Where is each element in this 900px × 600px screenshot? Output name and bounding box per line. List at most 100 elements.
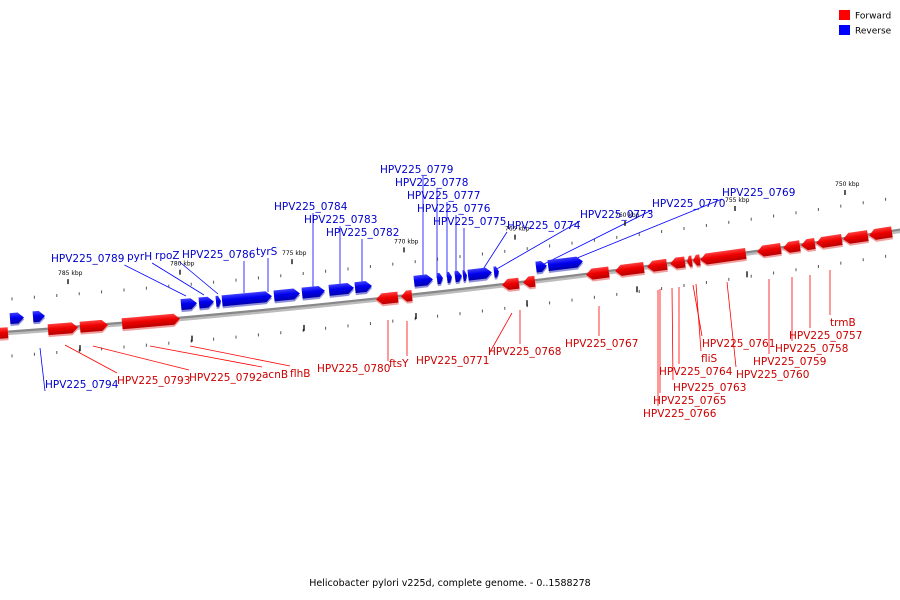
gene-leader-line bbox=[494, 220, 581, 271]
gene-leader-line bbox=[489, 312, 513, 354]
gene-label[interactable]: HPV225_0760 bbox=[736, 369, 809, 381]
forward-gene-glyph[interactable] bbox=[646, 258, 668, 275]
gene-body bbox=[757, 243, 782, 257]
forward-gene-glyph[interactable] bbox=[501, 277, 520, 293]
forward-gene-glyph[interactable] bbox=[782, 240, 801, 255]
gene-label[interactable]: HPV225_0769 bbox=[722, 187, 795, 199]
reverse-gene-glyph[interactable] bbox=[301, 285, 326, 301]
forward-gene-glyph[interactable] bbox=[47, 322, 79, 338]
forward-gene-glyph[interactable] bbox=[400, 290, 413, 304]
gene-label[interactable]: HPV225_0794 bbox=[45, 379, 119, 391]
gene-leader-line bbox=[539, 209, 653, 267]
gene-label[interactable]: HPV225_0792 bbox=[189, 372, 262, 384]
forward-gene-glyph[interactable] bbox=[614, 261, 645, 279]
reverse-gene-glyph[interactable] bbox=[547, 256, 584, 274]
gene-label[interactable]: HPV225_0763 bbox=[673, 382, 746, 394]
gene-label[interactable]: HPV225_0767 bbox=[565, 338, 638, 350]
gene-label[interactable]: HPV225_0761 bbox=[702, 338, 775, 350]
gene-label[interactable]: HPV225_0776 bbox=[417, 203, 491, 215]
reverse-gene-glyph[interactable] bbox=[436, 272, 444, 287]
forward-gene-glyph[interactable] bbox=[756, 243, 782, 259]
gene-label[interactable]: HPV225_0780 bbox=[317, 363, 390, 375]
gene-label[interactable]: HPV225_0789 bbox=[51, 253, 124, 265]
scale-tick-label: 770 kbp bbox=[394, 238, 419, 245]
gene-label[interactable]: HPV225_0782 bbox=[326, 227, 399, 239]
gene-leader-line bbox=[64, 344, 118, 374]
reverse-gene-glyph[interactable] bbox=[493, 266, 500, 280]
forward-gene-glyph[interactable] bbox=[800, 238, 817, 253]
reverse-gene-glyph[interactable] bbox=[413, 274, 434, 289]
gene-body bbox=[436, 272, 443, 285]
gene-body bbox=[121, 313, 180, 330]
reverse-gene-glyph[interactable] bbox=[467, 267, 493, 283]
reverse-gene-glyph[interactable] bbox=[328, 282, 355, 298]
gene-label[interactable]: HPV225_0766 bbox=[643, 408, 717, 420]
forward-gene-glyph[interactable] bbox=[868, 226, 894, 242]
gene-body bbox=[221, 291, 272, 307]
gene-label[interactable]: acnB bbox=[262, 369, 288, 381]
forward-gene-glyph[interactable] bbox=[699, 248, 747, 267]
gene-label[interactable]: tyrS bbox=[256, 246, 278, 258]
gene-label[interactable]: trmB bbox=[830, 317, 856, 329]
reverse-gene-glyph[interactable] bbox=[535, 260, 548, 275]
gene-leader-line bbox=[692, 284, 703, 337]
reverse-gene-glyph[interactable] bbox=[32, 310, 46, 325]
gene-body bbox=[354, 281, 372, 294]
gene-label[interactable]: HPV225_0771 bbox=[416, 355, 489, 367]
gene-label[interactable]: HPV225_0783 bbox=[304, 214, 377, 226]
forward-gene-glyph[interactable] bbox=[522, 275, 536, 290]
gene-label[interactable]: ftsY bbox=[389, 358, 409, 370]
gene-body bbox=[687, 255, 693, 267]
reverse-gene-glyph[interactable] bbox=[221, 291, 273, 309]
gene-label[interactable]: HPV225_0778 bbox=[395, 177, 468, 189]
gene-label[interactable]: HPV225_0768 bbox=[488, 346, 561, 358]
gene-label[interactable]: HPV225_0779 bbox=[380, 164, 453, 176]
gene-label[interactable]: HPV225_0758 bbox=[775, 343, 848, 355]
forward-gene-glyph[interactable] bbox=[0, 327, 9, 341]
gene-label[interactable]: flhB bbox=[290, 368, 310, 380]
gene-label[interactable]: HPV225_0775 bbox=[433, 216, 506, 228]
scale-tick-label: 755 kbp bbox=[725, 197, 750, 204]
reverse-gene-glyph[interactable] bbox=[454, 270, 463, 285]
forward-gene-glyph[interactable] bbox=[815, 234, 843, 251]
reverse-gene-glyph[interactable] bbox=[180, 298, 198, 313]
reverse-gene-glyph[interactable] bbox=[462, 270, 468, 284]
gene-label[interactable]: HPV225_0777 bbox=[407, 190, 480, 202]
reverse-gene-glyph[interactable] bbox=[215, 295, 222, 309]
gene-label[interactable]: HPV225_0764 bbox=[659, 366, 733, 378]
gene-label[interactable]: HPV225_0759 bbox=[753, 356, 826, 368]
gene-label[interactable]: HPV225_0757 bbox=[789, 330, 862, 342]
reverse-gene-glyph[interactable] bbox=[9, 312, 25, 327]
reverse-gene-glyph[interactable] bbox=[354, 280, 373, 296]
gene-body bbox=[502, 277, 520, 290]
gene-body bbox=[783, 240, 801, 253]
gene-label[interactable]: HPV225_0784 bbox=[274, 201, 348, 213]
gene-label[interactable]: HPV225_0770 bbox=[652, 198, 725, 210]
gene-label[interactable]: HPV225_0765 bbox=[653, 395, 726, 407]
gene-body bbox=[523, 275, 536, 288]
gene-label[interactable]: HPV225_0774 bbox=[507, 220, 581, 232]
gene-label[interactable]: HPV225_0793 bbox=[117, 375, 190, 387]
gene-label[interactable]: fliS bbox=[701, 353, 718, 365]
forward-gene-glyph[interactable] bbox=[686, 255, 693, 269]
gene-body bbox=[535, 260, 547, 273]
reverse-legend-swatch bbox=[839, 25, 850, 35]
gene-label[interactable]: HPV225_0786 bbox=[182, 249, 256, 261]
forward-gene-glyph[interactable] bbox=[375, 291, 399, 307]
reverse-gene-glyph[interactable] bbox=[273, 288, 301, 304]
gene-label[interactable]: rpoZ bbox=[155, 250, 180, 262]
forward-gene-glyph[interactable] bbox=[585, 266, 610, 283]
gene-body bbox=[586, 266, 610, 280]
forward-gene-glyph[interactable] bbox=[79, 319, 109, 335]
forward-gene-glyph[interactable] bbox=[842, 230, 869, 247]
gene-label[interactable]: HPV225_0773 bbox=[580, 209, 653, 221]
reverse-gene-glyph[interactable] bbox=[198, 296, 215, 311]
forward-gene-glyph[interactable] bbox=[669, 256, 686, 271]
reverse-gene-glyph[interactable] bbox=[446, 271, 453, 286]
gene-leader-line bbox=[92, 345, 190, 371]
forward-gene-glyph[interactable] bbox=[121, 313, 181, 332]
gene-label[interactable]: pyrH bbox=[127, 251, 152, 263]
forward-gene-glyph[interactable] bbox=[692, 254, 701, 268]
